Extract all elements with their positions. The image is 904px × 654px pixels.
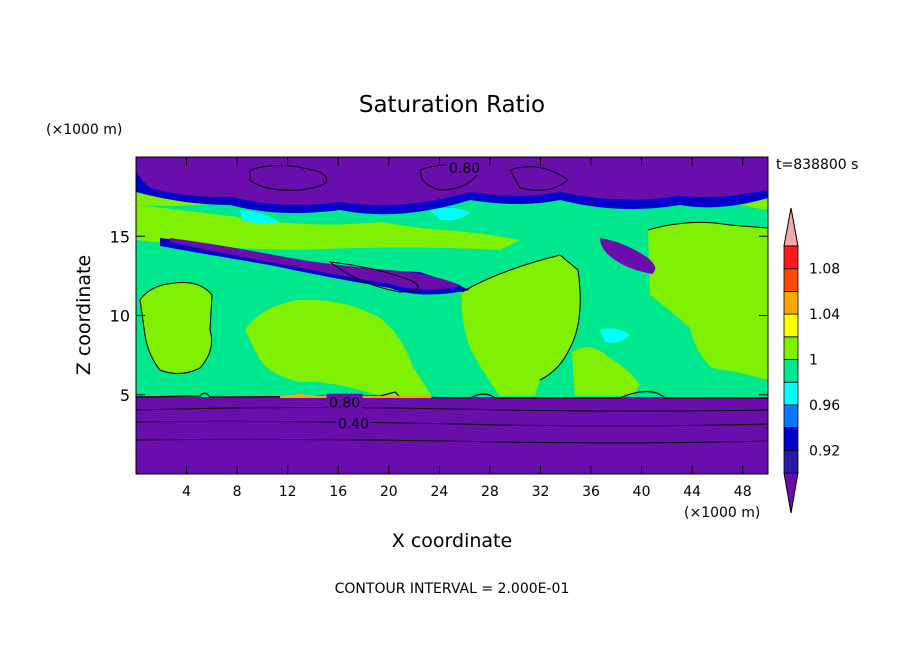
colorbar: 0.92 0.96 1 1.04 1.08 <box>783 207 840 514</box>
y-axis-ticks: 5 10 15 <box>110 227 768 405</box>
colorbar-tick-label: 0.96 <box>809 398 840 414</box>
colorbar-tick-label: 0.92 <box>809 443 840 459</box>
dry-band-top <box>136 157 768 206</box>
colorbar-swatch <box>783 427 799 451</box>
y-tick-label: 10 <box>110 307 130 326</box>
x-tick-label: 40 <box>633 484 651 500</box>
moist-region-upper-band <box>136 205 520 250</box>
colorbar-tick-label: 1.08 <box>809 262 840 278</box>
transition-pockets <box>240 207 630 343</box>
x-tick-label: 16 <box>329 484 347 500</box>
x-tick-label: 4 <box>182 484 191 500</box>
colorbar-tick-label: 1.04 <box>809 307 840 323</box>
contour-labels: 0.80 0.80 0.40 <box>326 159 483 432</box>
colorbar-bottom-arrow <box>783 472 799 514</box>
colorbar-swatch <box>783 268 799 292</box>
colorbar-swatch <box>783 313 799 338</box>
contour-interval-footer: CONTOUR INTERVAL = 2.000E-01 <box>335 581 570 597</box>
y-axis-label: Z coordinate <box>73 255 95 375</box>
transition-pocket-1 <box>430 207 470 221</box>
colorbar-swatch <box>783 381 799 406</box>
x-tick-label: 24 <box>430 484 448 500</box>
colorbar-swatch <box>783 336 799 360</box>
y-tick-label: 15 <box>110 227 130 246</box>
x-tick-label: 44 <box>683 484 701 500</box>
moisture-edge-outline-2 <box>461 254 581 381</box>
x-tick-label: 36 <box>582 484 600 500</box>
contour-line-080-middle <box>328 261 419 293</box>
lower-layer-boundary <box>136 390 768 399</box>
contour-line-080-upper <box>249 164 328 191</box>
x-tick-label: 12 <box>279 484 297 500</box>
heatmap-field <box>136 157 768 474</box>
x-axis-label: X coordinate <box>392 530 512 552</box>
colorbar-tick-label: 1 <box>809 353 818 369</box>
contour-label: 0.80 <box>449 161 480 177</box>
moist-region-center-right <box>572 347 640 396</box>
moist-region-left <box>140 282 212 374</box>
contour-line-080-upper-3 <box>509 166 569 191</box>
moisture-edge-outline <box>139 282 213 374</box>
colorbar-swatch <box>783 359 799 383</box>
contour-label-background <box>335 414 372 431</box>
dry-band-right-upper <box>600 238 656 274</box>
moist-region-center <box>461 255 581 396</box>
colorbar-swatch <box>783 404 799 428</box>
x-tick-label: 48 <box>734 484 752 500</box>
colorbar-swatch <box>783 245 799 270</box>
colorbar-top-arrow <box>783 207 799 247</box>
moist-region-right <box>648 222 768 380</box>
moisture-edge-outline-3 <box>647 221 768 231</box>
y-unit-label: (×1000 m) <box>46 122 122 138</box>
x-tick-label: 8 <box>233 484 242 500</box>
dry-bands <box>136 157 768 290</box>
x-tick-label: 20 <box>380 484 398 500</box>
y-tick-label: 5 <box>120 386 130 405</box>
contour-line-bottom <box>136 438 768 444</box>
colorbar-swatch <box>783 449 799 474</box>
chart-title: Saturation Ratio <box>359 92 545 118</box>
x-tick-label: 32 <box>532 484 550 500</box>
contour-line-080-lower <box>136 407 768 412</box>
contour-label: 0.80 <box>329 396 360 412</box>
dry-band-middle <box>170 238 462 290</box>
time-label: t=838800 s <box>776 157 858 173</box>
contour-label-background <box>446 159 483 176</box>
colorbar-swatch <box>783 290 799 315</box>
transition-pocket-3 <box>600 328 630 343</box>
contour-label: 0.40 <box>338 416 369 432</box>
contour-line-040-lower <box>136 420 768 427</box>
lower-dry-layer <box>136 397 768 474</box>
moist-region-center-left <box>245 299 432 396</box>
x-axis-ticks: 4 8 12 16 20 24 28 32 36 40 44 48 <box>182 157 752 500</box>
x-unit-label: (×1000 m) <box>684 505 760 521</box>
contour-lines <box>136 164 768 444</box>
transition-pocket-2 <box>240 210 280 224</box>
contour-label-background <box>326 393 363 410</box>
x-tick-label: 28 <box>481 484 499 500</box>
